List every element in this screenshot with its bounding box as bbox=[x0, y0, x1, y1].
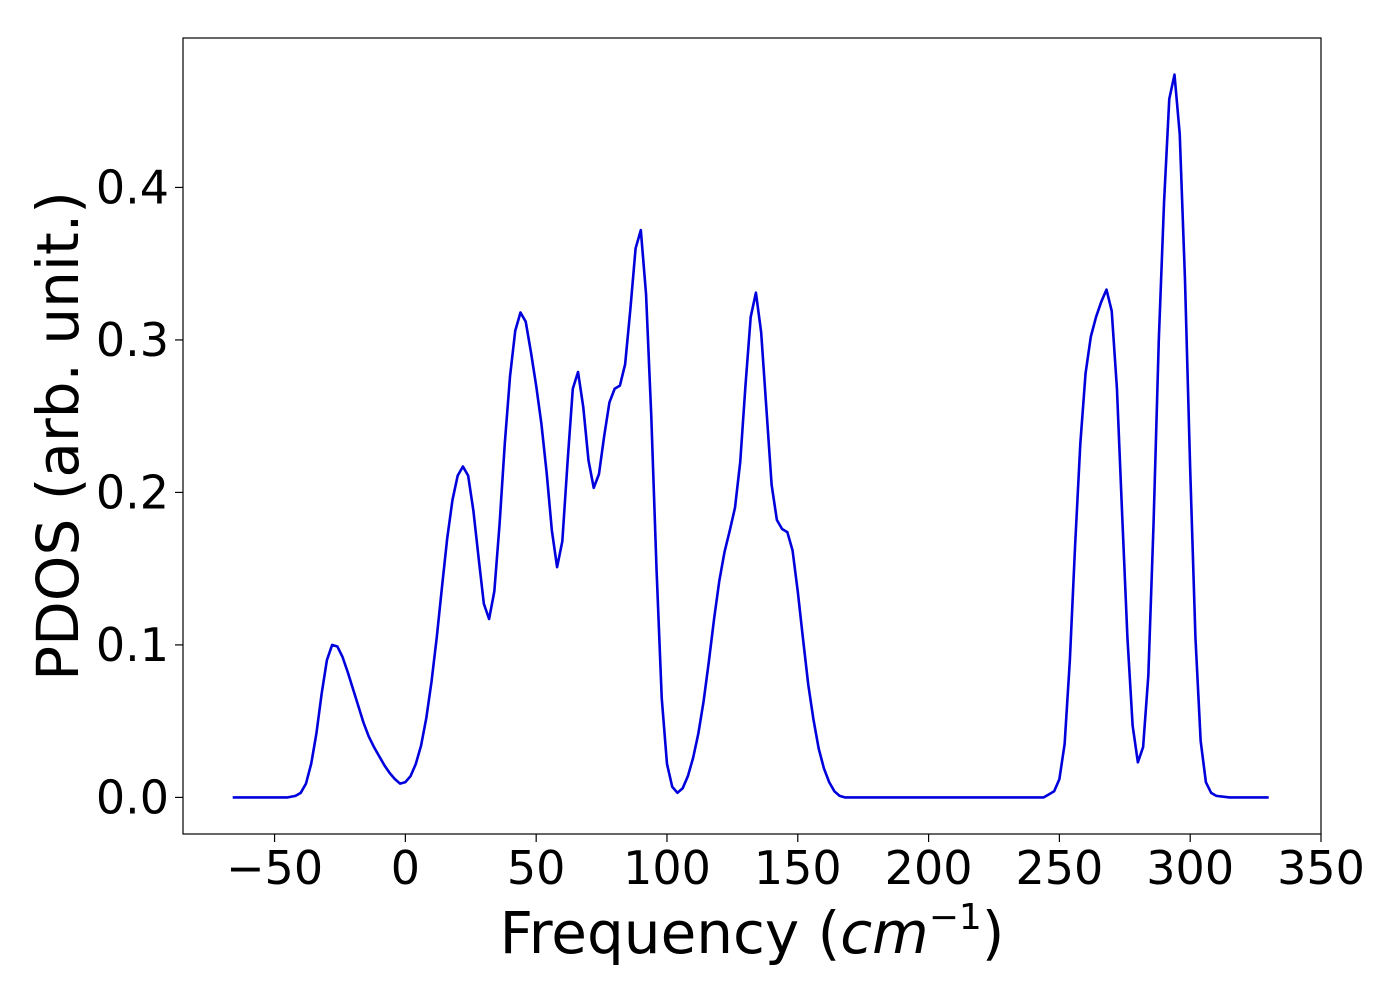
y-tick-label: 0.0 bbox=[96, 770, 169, 824]
x-tick-label: 0 bbox=[391, 841, 420, 895]
x-tick-label: 350 bbox=[1277, 841, 1365, 895]
y-tick-label: 0.2 bbox=[96, 465, 169, 519]
x-tick-label: 250 bbox=[1015, 841, 1103, 895]
x-tick-label: 150 bbox=[754, 841, 842, 895]
y-tick-label: 0.3 bbox=[96, 313, 169, 367]
y-tick-label: 0.1 bbox=[96, 618, 169, 672]
x-tick-label: −50 bbox=[226, 841, 323, 895]
x-axis-label-superscript: −1 bbox=[929, 897, 982, 938]
x-tick-label: 100 bbox=[623, 841, 711, 895]
x-axis-label-unit: cm bbox=[840, 899, 928, 967]
y-axis-ticks: 0.0 0.1 0.2 0.3 0.4 bbox=[96, 160, 183, 824]
series-line bbox=[232, 73, 1269, 799]
x-tick-label: 200 bbox=[885, 841, 973, 895]
y-tick-label: 0.4 bbox=[96, 160, 169, 214]
x-axis-label-close: ) bbox=[982, 899, 1005, 967]
plot-frame bbox=[182, 37, 1322, 835]
x-axis-label: Frequency (cm−1) bbox=[500, 897, 1005, 967]
y-axis-label: PDOS (arb. unit.) bbox=[24, 191, 92, 681]
x-axis-label-text: Frequency ( bbox=[500, 899, 841, 967]
x-tick-label: 50 bbox=[507, 841, 566, 895]
x-tick-label: 300 bbox=[1146, 841, 1234, 895]
x-axis-ticks: −50 0 50 100 150 200 250 300 350 bbox=[226, 834, 1365, 895]
